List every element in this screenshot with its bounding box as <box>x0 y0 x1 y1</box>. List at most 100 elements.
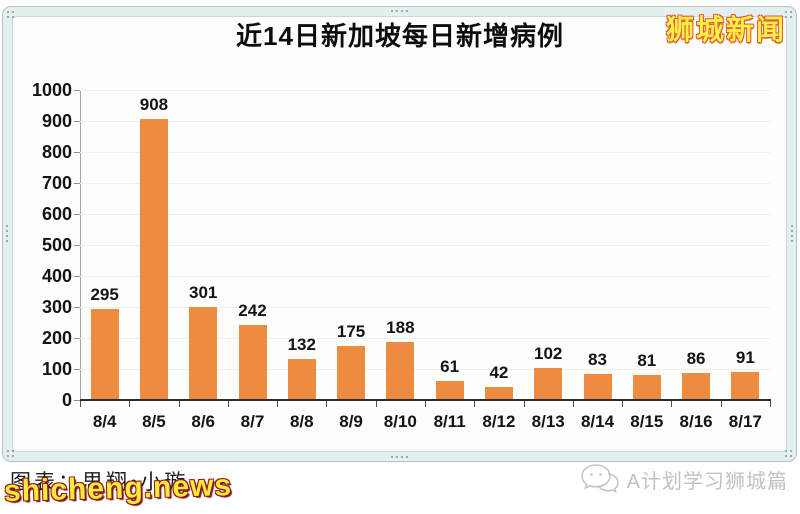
x-axis-tick <box>425 401 426 407</box>
x-axis-tick <box>720 401 722 407</box>
y-axis-tick <box>74 214 80 215</box>
watermark-text: shicheng.news <box>3 469 233 508</box>
x-axis-tick <box>129 401 131 407</box>
bar <box>682 373 711 400</box>
y-axis-label: 200 <box>41 328 72 348</box>
x-axis-tick <box>227 401 229 407</box>
bar <box>534 368 563 400</box>
brand-logo: 狮城新闻 <box>665 14 786 45</box>
bar-value-label: 42 <box>489 362 509 382</box>
resize-handle-top[interactable] <box>391 10 408 12</box>
bar <box>386 341 415 400</box>
bar-value-label: 295 <box>90 284 119 304</box>
bar <box>632 374 661 400</box>
gridline <box>80 307 770 308</box>
bar-value-label: 132 <box>287 335 316 355</box>
resize-handle-top-left[interactable] <box>7 11 14 18</box>
x-axis-tick <box>523 401 525 407</box>
bar-value-label: 175 <box>336 321 366 341</box>
y-axis-label: 0 <box>61 390 72 410</box>
x-axis-label: 8/11 <box>433 412 466 431</box>
gridline <box>80 121 770 122</box>
y-axis-tick <box>74 183 80 184</box>
bar-value-label: 242 <box>238 300 267 320</box>
x-axis-tick <box>80 401 81 407</box>
y-axis-label: 1000 <box>31 80 72 100</box>
gridline <box>80 276 770 277</box>
gridline <box>80 369 770 370</box>
resize-handle-left[interactable] <box>6 225 8 242</box>
x-axis-label: 8/16 <box>679 412 713 431</box>
y-axis-label: 900 <box>41 111 72 131</box>
x-axis-label: 8/14 <box>580 412 615 431</box>
y-axis-label: 400 <box>41 266 72 286</box>
x-axis-label: 8/13 <box>531 412 565 431</box>
bar <box>287 359 316 400</box>
y-axis-label: 500 <box>41 235 72 255</box>
x-axis-line <box>80 399 771 401</box>
resize-handle-bottom-right[interactable] <box>785 450 792 457</box>
gridline <box>80 245 770 246</box>
x-axis-label: 8/10 <box>383 412 417 431</box>
y-axis-tick <box>74 90 80 91</box>
y-axis-label: 800 <box>41 142 72 162</box>
x-axis-label: 8/8 <box>289 412 314 431</box>
bar <box>435 381 464 400</box>
y-axis-tick <box>74 152 80 153</box>
x-axis-tick <box>622 401 624 407</box>
bar-value-label: 188 <box>386 317 415 337</box>
bar-value-label: 102 <box>534 344 563 364</box>
bar <box>583 374 612 400</box>
x-axis-tick <box>770 401 771 407</box>
bar <box>139 118 168 400</box>
plot-area: 295 908 301 242 132 175 188 61 42 102 83 81 86 91 <box>80 90 770 400</box>
y-axis-tick <box>74 121 80 122</box>
bar <box>731 371 760 400</box>
bar-value-label: 301 <box>189 282 218 302</box>
bar-value-label: 83 <box>588 350 607 370</box>
resize-handle-right[interactable] <box>791 225 793 242</box>
x-axis-tick <box>277 401 279 407</box>
x-axis-label: 8/5 <box>142 412 166 431</box>
bar-value-label: 86 <box>686 349 706 369</box>
bar-value-label: 81 <box>637 350 657 370</box>
x-axis-tick <box>572 401 574 407</box>
bar-value-label: 908 <box>139 94 169 114</box>
x-axis-label: 8/6 <box>191 412 216 431</box>
bar <box>484 386 513 400</box>
bar <box>189 306 218 400</box>
gridline <box>80 183 770 184</box>
x-axis-tick <box>474 401 476 407</box>
bar-value-label: 91 <box>735 347 755 367</box>
wechat-icon <box>579 462 621 496</box>
wechat-watermark: A计划学习狮城篇 <box>579 462 788 496</box>
gridline <box>80 152 770 153</box>
x-axis-label: 8/17 <box>728 412 762 431</box>
resize-handle-bottom-left[interactable] <box>7 450 14 457</box>
bar <box>238 324 267 400</box>
y-axis-tick <box>74 400 80 401</box>
bar <box>90 308 119 400</box>
gridline <box>80 338 770 339</box>
bar <box>337 345 366 400</box>
y-axis-label: 700 <box>41 173 72 193</box>
x-axis-tick <box>375 401 377 407</box>
y-axis-tick <box>74 276 80 277</box>
y-axis-tick <box>74 245 80 246</box>
gridline <box>80 90 770 91</box>
x-axis-tick <box>178 401 180 407</box>
y-axis-tick <box>74 307 80 308</box>
y-axis-tick <box>74 338 80 339</box>
chart-title: 近14日新加坡每日新增病例 <box>236 21 564 51</box>
x-axis-label: 8/12 <box>482 412 516 431</box>
resize-handle-top-right[interactable] <box>785 11 792 18</box>
x-axis-label: 8/15 <box>630 412 664 431</box>
y-axis-label: 600 <box>41 204 72 224</box>
y-axis-label: 300 <box>41 297 72 317</box>
x-axis-label: 8/9 <box>339 412 363 431</box>
x-axis-tick <box>671 401 673 407</box>
y-axis-label: 100 <box>41 359 72 379</box>
bar-value-label: 61 <box>440 357 460 377</box>
resize-handle-bottom[interactable] <box>391 456 408 458</box>
